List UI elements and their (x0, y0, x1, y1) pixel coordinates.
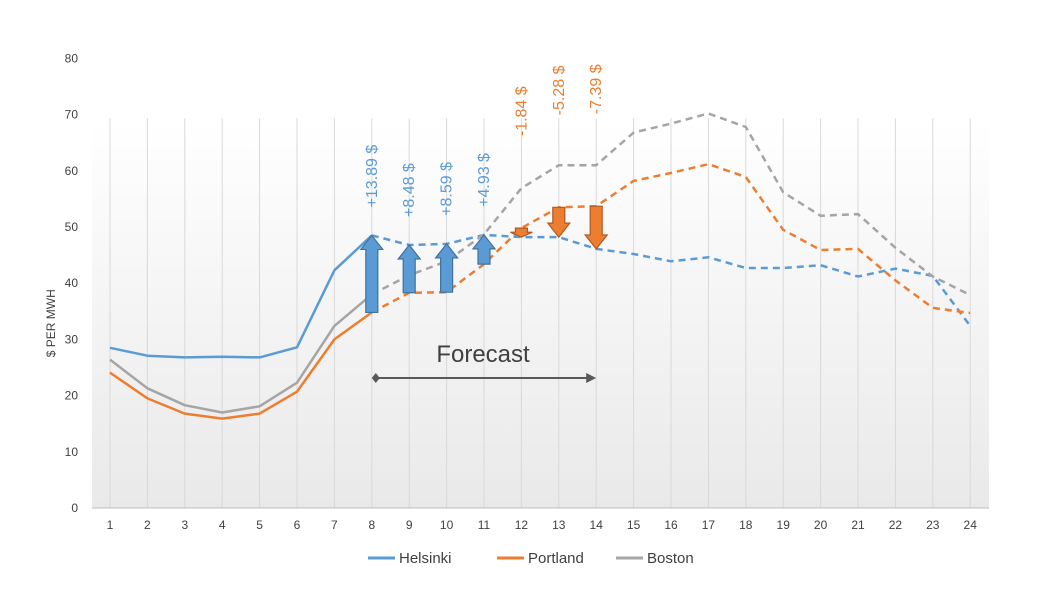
x-tick-label: 20 (814, 518, 828, 532)
axes: 1 2 3 4 5 6 7 8 9 10 11 12 13 14 15 16 17 18 19 20 21 22 23 240… (44, 51, 989, 532)
difference-arrow-hour-11 (471, 233, 497, 265)
legend: Helsinki Portland Boston (368, 550, 694, 567)
x-tick-label: 3 (181, 518, 188, 532)
x-tick-label: 7 (331, 518, 338, 532)
difference-label-hour-11: +4.93 $ (476, 153, 493, 207)
x-tick-label: 16 (664, 518, 678, 532)
difference-arrow-hour-14 (583, 205, 609, 250)
y-tick-label: 40 (65, 276, 79, 290)
y-tick-label: 30 (65, 332, 79, 346)
plot-background (92, 120, 989, 508)
difference-arrows: +13.89 $ +8.48 $ +8.59 $ +4.93 $ -1.84 $ -5.2… (359, 64, 609, 314)
series-line-portland-actual (109, 311, 373, 420)
difference-arrow-hour-8 (359, 234, 385, 314)
x-tick-label: 22 (889, 518, 903, 532)
difference-label-hour-13: -5.28 $ (551, 65, 568, 115)
x-tick-label: 21 (851, 518, 865, 532)
x-tick-label: 11 (478, 518, 491, 532)
grid (109, 118, 971, 508)
difference-label-hour-10: +8.59 $ (439, 162, 456, 216)
x-tick-label: 17 (702, 518, 716, 532)
y-tick-label: 10 (65, 445, 79, 459)
x-tick-label: 4 (219, 518, 226, 532)
forecast-range-arrowhead (586, 373, 597, 383)
series-line-helsinki-actual (109, 234, 373, 359)
difference-label-hour-9: +8.48 $ (401, 163, 418, 217)
difference-arrow-hour-13 (546, 206, 572, 239)
y-tick-label: 0 (71, 501, 78, 515)
x-tick-label: 9 (406, 518, 413, 532)
x-tick-label: 2 (144, 518, 151, 532)
x-tick-label: 8 (368, 518, 375, 532)
difference-label-hour-8: +13.89 $ (364, 145, 381, 208)
x-tick-label: 6 (294, 518, 301, 532)
x-tick-label: 23 (926, 518, 940, 532)
y-tick-label: 60 (65, 164, 79, 178)
series-line-boston-actual (109, 293, 373, 414)
y-tick-label: 70 (65, 108, 79, 122)
difference-arrow-hour-9 (396, 244, 422, 294)
x-tick-label: 18 (739, 518, 753, 532)
forecast-label: Forecast (436, 341, 530, 368)
series-line-helsinki-forecast (371, 233, 972, 327)
x-tick-label: 24 (964, 518, 978, 532)
difference-label-hour-14: -7.39 $ (588, 64, 605, 114)
x-tick-label: 14 (590, 518, 604, 532)
x-tick-label: 10 (440, 518, 454, 532)
difference-label-hour-12: -1.84 $ (513, 86, 530, 136)
forecast-range-start-marker (371, 373, 380, 383)
x-tick-label: 5 (256, 518, 263, 532)
y-axis-title: $ PER MWH (44, 289, 58, 357)
difference-arrow-hour-12 (510, 227, 533, 238)
series-lines (109, 112, 972, 420)
x-tick-label: 1 (107, 518, 114, 532)
legend-label-helsinki: Helsinki (399, 550, 452, 567)
forecast-indicator: Forecast (371, 341, 597, 383)
x-tick-label: 19 (777, 518, 791, 532)
y-tick-label: 50 (65, 220, 79, 234)
legend-label-portland: Portland (528, 550, 584, 567)
x-tick-label: 12 (515, 518, 529, 532)
x-tick-label: 13 (552, 518, 566, 532)
y-tick-label: 80 (65, 51, 79, 65)
x-tick-label: 15 (627, 518, 641, 532)
series-line-portland-forecast (371, 162, 971, 315)
difference-arrow-hour-10 (434, 242, 459, 293)
legend-label-boston: Boston (647, 550, 694, 567)
series-line-boston-forecast (371, 112, 971, 297)
y-tick-label: 20 (65, 389, 79, 403)
